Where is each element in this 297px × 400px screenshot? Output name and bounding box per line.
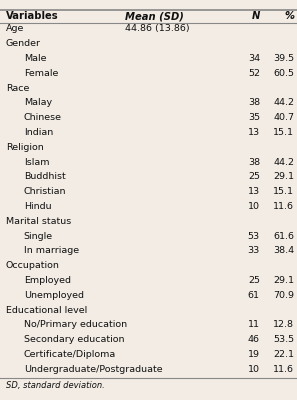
Text: Secondary education: Secondary education [24,335,124,344]
Text: 33: 33 [248,246,260,256]
Text: Buddhist: Buddhist [24,172,66,182]
Text: 61.6: 61.6 [273,232,294,241]
Text: Race: Race [6,84,29,93]
Text: 35: 35 [248,113,260,122]
Text: Indian: Indian [24,128,53,137]
Text: 19: 19 [248,350,260,359]
Text: SD, standard deviation.: SD, standard deviation. [6,381,105,390]
Text: Certificate/Diploma: Certificate/Diploma [24,350,116,359]
Text: 60.5: 60.5 [273,69,294,78]
Text: 29.1: 29.1 [273,172,294,182]
Text: 11.6: 11.6 [273,202,294,211]
Text: Occupation: Occupation [6,261,60,270]
Text: 70.9: 70.9 [273,291,294,300]
Text: 15.1: 15.1 [273,187,294,196]
Text: %: % [284,11,294,21]
Text: No/Primary education: No/Primary education [24,320,127,330]
Text: Islam: Islam [24,158,49,166]
Text: 53.5: 53.5 [273,335,294,344]
Text: 10: 10 [248,202,260,211]
Text: Male: Male [24,54,46,63]
Text: 25: 25 [248,172,260,182]
Text: Hindu: Hindu [24,202,51,211]
Text: 40.7: 40.7 [273,113,294,122]
Text: Mean (SD): Mean (SD) [125,11,184,21]
Text: 44.86 (13.86): 44.86 (13.86) [125,24,189,34]
Text: 22.1: 22.1 [273,350,294,359]
Text: 44.2: 44.2 [273,158,294,166]
Text: Educational level: Educational level [6,306,87,314]
Text: 38: 38 [248,158,260,166]
Text: Undergraduate/Postgraduate: Undergraduate/Postgraduate [24,365,162,374]
Text: 29.1: 29.1 [273,276,294,285]
Text: 34: 34 [248,54,260,63]
Text: Single: Single [24,232,53,241]
Text: 46: 46 [248,335,260,344]
Text: 13: 13 [248,128,260,137]
Text: 25: 25 [248,276,260,285]
Text: 13: 13 [248,187,260,196]
Text: 52: 52 [248,69,260,78]
Text: In marriage: In marriage [24,246,79,256]
Text: Malay: Malay [24,98,52,107]
Text: 39.5: 39.5 [273,54,294,63]
Text: 44.2: 44.2 [273,98,294,107]
Text: Gender: Gender [6,39,41,48]
Text: 38: 38 [248,98,260,107]
Text: 61: 61 [248,291,260,300]
Text: Chinese: Chinese [24,113,62,122]
Text: 11: 11 [248,320,260,330]
Text: 15.1: 15.1 [273,128,294,137]
Text: 11.6: 11.6 [273,365,294,374]
Text: Christian: Christian [24,187,66,196]
Text: N: N [252,11,260,21]
Text: Variables: Variables [6,11,59,21]
Text: Employed: Employed [24,276,71,285]
Text: Female: Female [24,69,58,78]
Text: 12.8: 12.8 [273,320,294,330]
Text: Age: Age [6,24,24,34]
Text: 38.4: 38.4 [273,246,294,256]
Text: 53: 53 [248,232,260,241]
Text: Religion: Religion [6,143,44,152]
Text: Marital status: Marital status [6,217,71,226]
Text: 10: 10 [248,365,260,374]
Text: Unemployed: Unemployed [24,291,84,300]
